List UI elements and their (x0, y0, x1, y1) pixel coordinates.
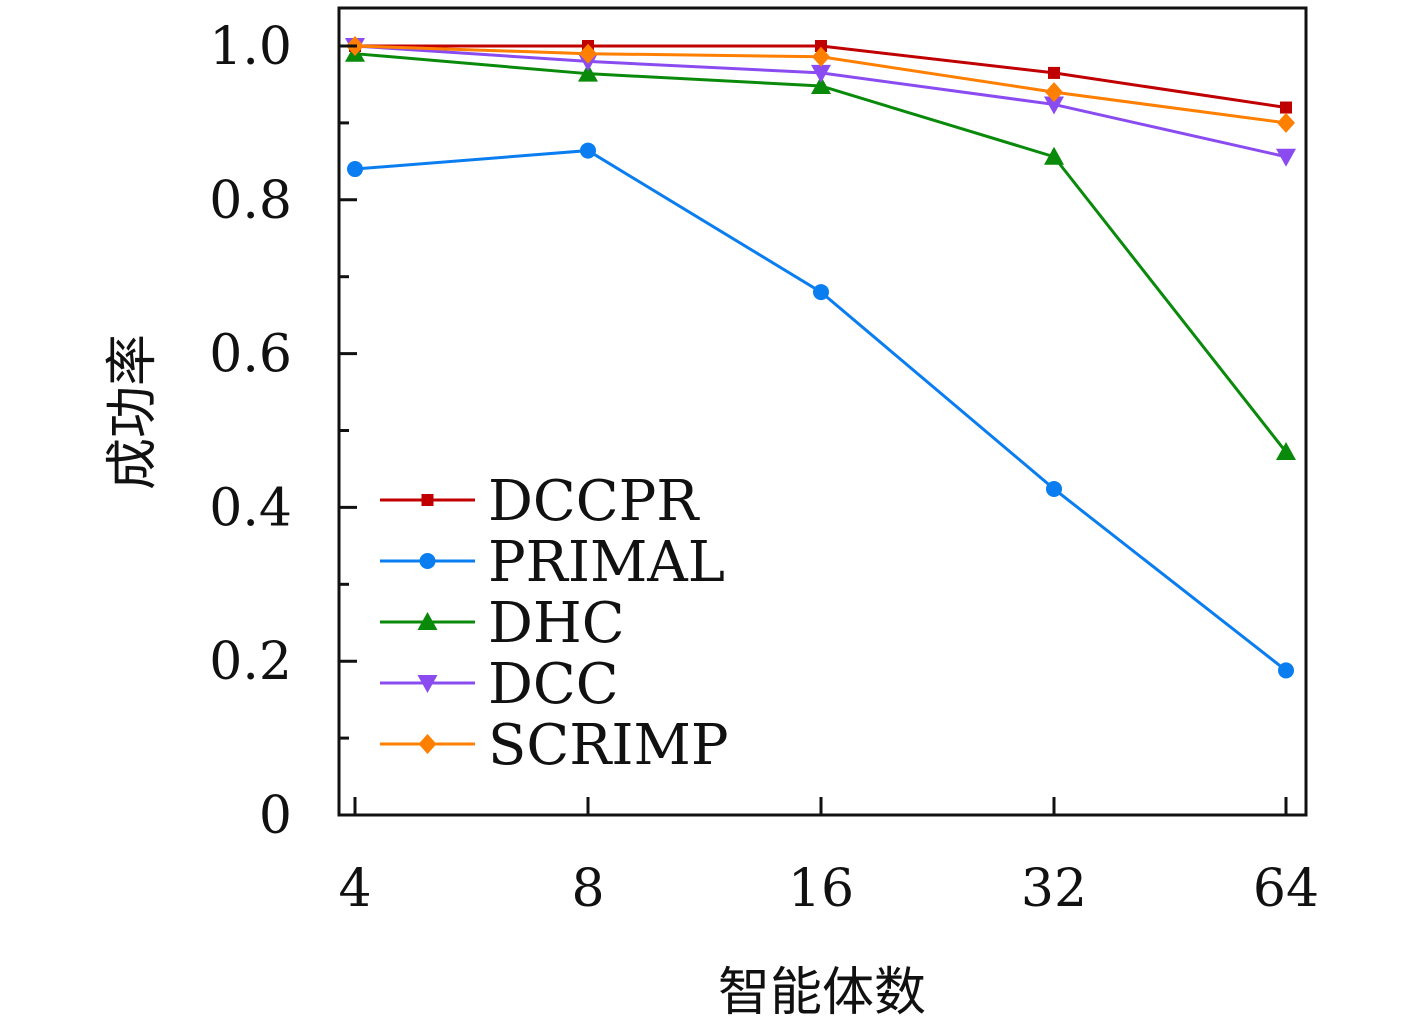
data-point-scrimp-64 (1277, 112, 1295, 133)
legend-marker (418, 734, 437, 754)
y-tick-label: 0.8 (209, 171, 292, 231)
y-tick-label: 0.6 (209, 325, 292, 385)
data-point-dhc-32 (1044, 146, 1064, 165)
data-point-primal-64 (1278, 662, 1294, 679)
data-point-scrimp-16 (812, 46, 830, 67)
x-tick-label: 16 (788, 859, 854, 919)
series-scrimp (346, 36, 1295, 133)
data-point-dhc-8 (578, 63, 598, 82)
data-point-primal-32 (1046, 480, 1062, 497)
legend-marker (417, 675, 438, 693)
data-point-primal-8 (580, 142, 596, 159)
x-axis-title: 智能体数 (718, 963, 926, 1023)
legend-label: DCCPR (488, 469, 700, 534)
legend-item-primal: PRIMAL (380, 530, 725, 595)
series-line-dhc (354, 52, 1288, 453)
legend-label: DCC (488, 652, 619, 717)
data-point-primal-4 (347, 161, 363, 178)
legend-label: DHC (488, 591, 625, 656)
legend-marker (421, 494, 434, 506)
data-point-dhc-64 (1276, 442, 1296, 461)
legend-marker (419, 553, 436, 569)
y-tick-label: 0 (259, 786, 292, 846)
y-tick-label: 1.0 (209, 17, 292, 77)
data-point-scrimp-32 (1045, 82, 1063, 103)
legend-item-dccpr: DCCPR (380, 469, 700, 534)
data-point-dcc-64 (1276, 148, 1296, 167)
series-primal (347, 142, 1294, 679)
data-point-primal-16 (813, 284, 829, 301)
ticks-layer: 0 0.2 0.4 0.6 0.8 1.0 4 8 16 32 64 (209, 17, 1319, 919)
series-layer (345, 36, 1296, 679)
legend-marker (417, 612, 438, 630)
x-tick-label: 64 (1253, 859, 1319, 919)
series-dhc (345, 43, 1296, 461)
x-tick-label: 32 (1021, 859, 1087, 919)
data-point-scrimp-8 (579, 43, 597, 64)
y-tick-label: 0.4 (209, 478, 292, 538)
legend-label: SCRIMP (488, 713, 729, 778)
x-tick-label: 8 (571, 859, 604, 919)
data-point-dcc-16 (811, 64, 831, 83)
data-point-dccpr-32 (1048, 66, 1060, 79)
y-tick-label: 0.2 (209, 632, 292, 692)
legend-item-dcc: DCC (380, 652, 619, 717)
y-axis-title: 成功率 (103, 334, 163, 490)
data-point-dcc-32 (1044, 96, 1064, 115)
legend-item-scrimp: SCRIMP (380, 713, 729, 778)
legend-label: PRIMAL (488, 530, 725, 595)
data-point-dhc-16 (811, 75, 831, 94)
data-point-dccpr-16 (815, 40, 827, 52)
legend-item-dhc: DHC (380, 591, 625, 656)
x-tick-label: 4 (338, 859, 371, 919)
data-point-dccpr-64 (1280, 101, 1292, 114)
